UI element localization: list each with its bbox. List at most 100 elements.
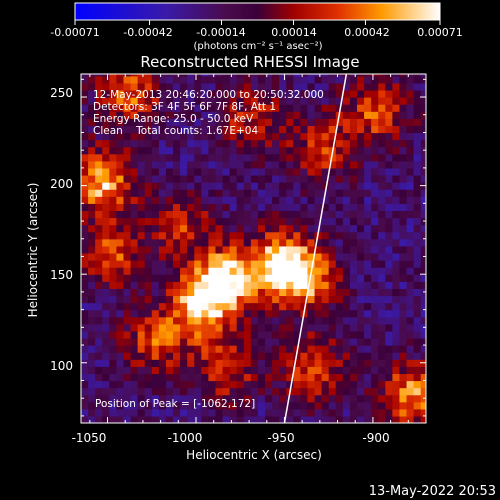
heatmap-cell	[229, 281, 238, 289]
heatmap-cell	[321, 394, 330, 403]
heatmap-cell	[165, 366, 174, 374]
heatmap-cell	[272, 238, 280, 247]
heatmap-cell	[123, 380, 132, 389]
heatmap-cell	[208, 309, 217, 318]
heatmap-cell	[406, 330, 415, 339]
heatmap-cell	[201, 274, 209, 282]
heatmap-cell	[229, 345, 238, 353]
heatmap-cell	[279, 408, 287, 417]
heatmap-cell	[272, 408, 280, 417]
heatmap-cell	[335, 352, 344, 360]
heatmap-cell	[371, 316, 379, 325]
heatmap-cell	[187, 182, 195, 190]
heatmap-cell	[201, 153, 209, 162]
heatmap-cell	[413, 146, 422, 155]
heatmap-cell	[272, 146, 280, 155]
heatmap-cell	[279, 274, 287, 282]
heatmap-cell	[378, 196, 386, 204]
heatmap-cell	[385, 288, 393, 297]
heatmap-cell	[257, 309, 266, 318]
heatmap-cell	[265, 104, 273, 112]
heatmap-cell	[194, 153, 202, 162]
heatmap-cell	[371, 295, 379, 304]
heatmap-cell	[187, 104, 195, 112]
heatmap-cell	[95, 132, 103, 141]
heatmap-cell	[123, 373, 132, 382]
heatmap-cell	[286, 217, 294, 226]
heatmap-cell	[116, 231, 125, 240]
heatmap-cell	[250, 415, 259, 423]
heatmap-cell	[265, 401, 273, 410]
heatmap-cell	[109, 373, 117, 382]
heatmap-cell	[349, 153, 358, 162]
heatmap-cell	[236, 238, 245, 247]
heatmap-cell	[158, 274, 167, 282]
heatmap-cell	[194, 245, 202, 254]
heatmap-cell	[222, 288, 231, 297]
heatmap-cell	[173, 288, 181, 297]
x-axis-label: Heliocentric X (arcsec)	[186, 448, 322, 462]
heatmap-cell	[187, 160, 195, 169]
heatmap-cell	[357, 174, 365, 183]
heatmap-cell	[385, 373, 393, 382]
heatmap-cell	[102, 132, 110, 141]
heatmap-cell	[321, 132, 330, 141]
heatmap-cell	[265, 167, 273, 176]
heatmap-cell	[385, 415, 393, 423]
heatmap-cell	[371, 203, 379, 212]
heatmap-cell	[392, 97, 401, 105]
heatmap-cell	[321, 153, 330, 162]
heatmap-cell	[194, 82, 202, 91]
heatmap-cell	[165, 330, 174, 339]
heatmap-cell	[158, 316, 167, 325]
heatmap-cell	[194, 217, 202, 226]
heatmap-cell	[109, 111, 117, 119]
heatmap-cell	[265, 302, 273, 311]
heatmap-cell	[265, 82, 273, 91]
heatmap-cell	[378, 118, 386, 126]
heatmap-cell	[420, 352, 426, 360]
heatmap-cell	[144, 330, 153, 339]
heatmap-cell	[130, 146, 139, 155]
heatmap-cell	[151, 408, 160, 417]
heatmap-cell	[201, 281, 209, 289]
heatmap-cell	[215, 359, 224, 367]
heatmap-cell	[307, 366, 316, 374]
heatmap-cell	[413, 89, 422, 98]
heatmap-cell	[243, 196, 252, 204]
heatmap-cell	[378, 274, 386, 282]
heatmap-cell	[342, 408, 351, 417]
heatmap-cell	[357, 203, 365, 212]
heatmap-cell	[349, 118, 358, 126]
heatmap-cell	[342, 295, 351, 304]
heatmap-cell	[321, 373, 330, 382]
heatmap-cell	[321, 337, 330, 346]
heatmap-cell	[364, 196, 372, 204]
heatmap-cell	[392, 394, 401, 403]
heatmap-cell	[243, 97, 252, 105]
heatmap-cell	[357, 217, 365, 226]
heatmap-cell	[279, 189, 287, 197]
heatmap-cell	[364, 309, 372, 318]
heatmap-cell	[215, 401, 224, 410]
heatmap-cell	[88, 408, 96, 417]
heatmap-cell	[392, 288, 401, 297]
heatmap-cell	[165, 231, 174, 240]
heatmap-cell	[406, 408, 415, 417]
heatmap-cell	[102, 118, 110, 126]
heatmap-cell	[250, 139, 259, 148]
heatmap-cell	[116, 337, 125, 346]
heatmap-cell	[215, 295, 224, 304]
heatmap-cell	[286, 97, 294, 105]
heatmap-cell	[413, 153, 422, 162]
heatmap-cell	[109, 401, 117, 410]
heatmap-cell	[215, 189, 224, 197]
heatmap-cell	[123, 104, 132, 112]
heatmap-cell	[151, 97, 160, 105]
heatmap-cell	[349, 82, 358, 91]
heatmap-cell	[279, 75, 287, 84]
heatmap-cell	[102, 373, 110, 382]
heatmap-cell	[392, 415, 401, 423]
heatmap-cell	[137, 267, 146, 275]
heatmap-cell	[116, 302, 125, 311]
